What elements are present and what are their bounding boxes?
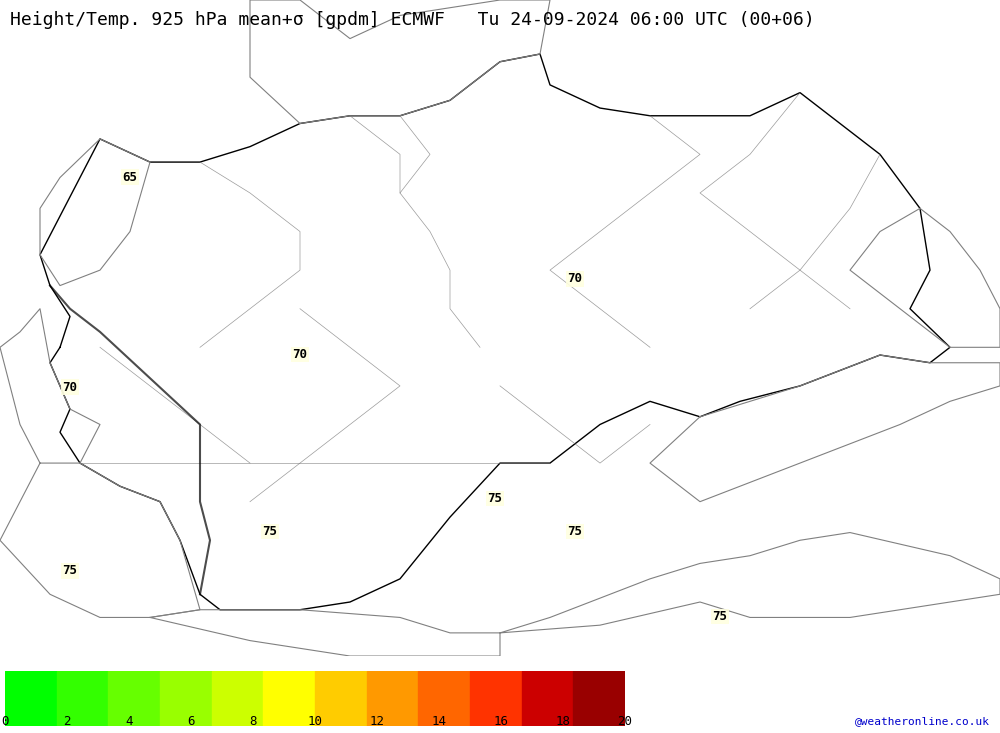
Text: 10: 10 bbox=[308, 715, 322, 729]
Bar bbox=[263, 671, 315, 726]
Text: 0: 0 bbox=[1, 715, 9, 729]
Bar bbox=[418, 671, 470, 726]
Text: 14: 14 bbox=[432, 715, 446, 729]
Text: 75: 75 bbox=[488, 492, 503, 505]
Text: 8: 8 bbox=[249, 715, 257, 729]
Text: 4: 4 bbox=[125, 715, 133, 729]
Text: 75: 75 bbox=[62, 564, 78, 578]
Text: 16: 16 bbox=[494, 715, 509, 729]
Bar bbox=[108, 671, 160, 726]
Bar bbox=[57, 671, 108, 726]
Text: 75: 75 bbox=[262, 525, 278, 538]
Text: 70: 70 bbox=[62, 380, 78, 394]
Bar bbox=[160, 671, 212, 726]
Bar bbox=[522, 671, 573, 726]
Bar bbox=[5, 671, 57, 726]
Text: 20: 20 bbox=[618, 715, 633, 729]
Bar bbox=[573, 671, 625, 726]
Bar bbox=[470, 671, 522, 726]
Text: @weatheronline.co.uk: @weatheronline.co.uk bbox=[855, 715, 990, 726]
Text: 70: 70 bbox=[568, 273, 582, 285]
Text: 75: 75 bbox=[568, 525, 582, 538]
Text: Height/Temp. 925 hPa mean+σ [gpdm] ECMWF   Tu 24-09-2024 06:00 UTC (00+06): Height/Temp. 925 hPa mean+σ [gpdm] ECMWF… bbox=[10, 11, 815, 29]
Text: 70: 70 bbox=[292, 347, 308, 361]
Text: 12: 12 bbox=[370, 715, 384, 729]
Bar bbox=[212, 671, 263, 726]
Text: 65: 65 bbox=[122, 171, 138, 184]
Bar bbox=[367, 671, 418, 726]
Text: 6: 6 bbox=[187, 715, 195, 729]
Text: 18: 18 bbox=[556, 715, 570, 729]
Bar bbox=[315, 671, 367, 726]
Text: 75: 75 bbox=[712, 610, 728, 623]
Text: 2: 2 bbox=[63, 715, 71, 729]
